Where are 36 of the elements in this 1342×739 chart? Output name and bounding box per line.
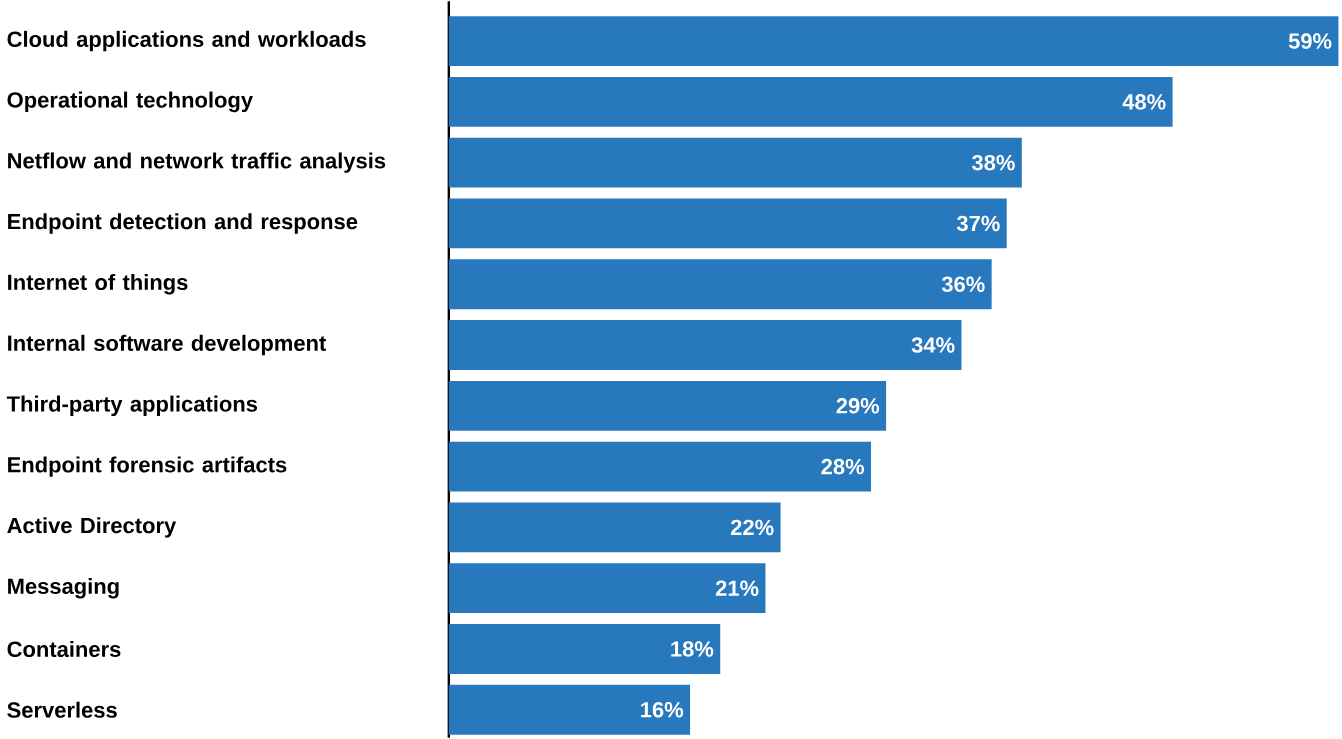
- bar: [448, 320, 962, 370]
- data-label: 36%: [941, 276, 985, 293]
- y-tick-label: Cloud applications and workloads: [7, 30, 366, 52]
- data-label: 18%: [671, 641, 714, 657]
- bar: [448, 563, 766, 614]
- bar: [448, 137, 1022, 188]
- data-label: 48%: [1122, 94, 1166, 110]
- y-tick-label: Endpoint detection and response: [8, 213, 358, 234]
- y-tick-label: Internal software development: [8, 334, 327, 356]
- y-tick-label: Serverless: [7, 701, 117, 718]
- data-label: 37%: [956, 215, 1000, 232]
- y-tick-label: Messaging: [8, 577, 119, 599]
- bar: [448, 380, 887, 431]
- data-label: 16%: [641, 702, 684, 718]
- bar: [448, 198, 1007, 249]
- y-tick-label: Active Directory: [7, 517, 177, 538]
- y-tick-label: Internet of things: [8, 274, 188, 295]
- y-tick-label: Containers: [7, 640, 121, 658]
- bar: [448, 441, 872, 492]
- data-label: 21%: [715, 580, 759, 596]
- y-tick-label: Operational technology: [7, 91, 253, 113]
- y-tick-label: Endpoint forensic artifacts: [8, 456, 287, 477]
- data-label: 22%: [730, 519, 774, 536]
- y-tick-label: Third-party applications: [6, 395, 258, 417]
- bar: [448, 684, 691, 735]
- data-label: 29%: [836, 398, 880, 414]
- bar: [448, 624, 721, 674]
- data-label: 34%: [911, 337, 955, 353]
- data-label: 38%: [971, 154, 1015, 171]
- data-label: 28%: [821, 458, 865, 475]
- bar: [448, 259, 992, 310]
- bar: [448, 502, 781, 553]
- data-label: 59%: [1288, 33, 1332, 49]
- bar: [448, 76, 1173, 127]
- y-tick-label: Netflow and network traffic analysis: [8, 152, 386, 173]
- bar: [448, 16, 1339, 67]
